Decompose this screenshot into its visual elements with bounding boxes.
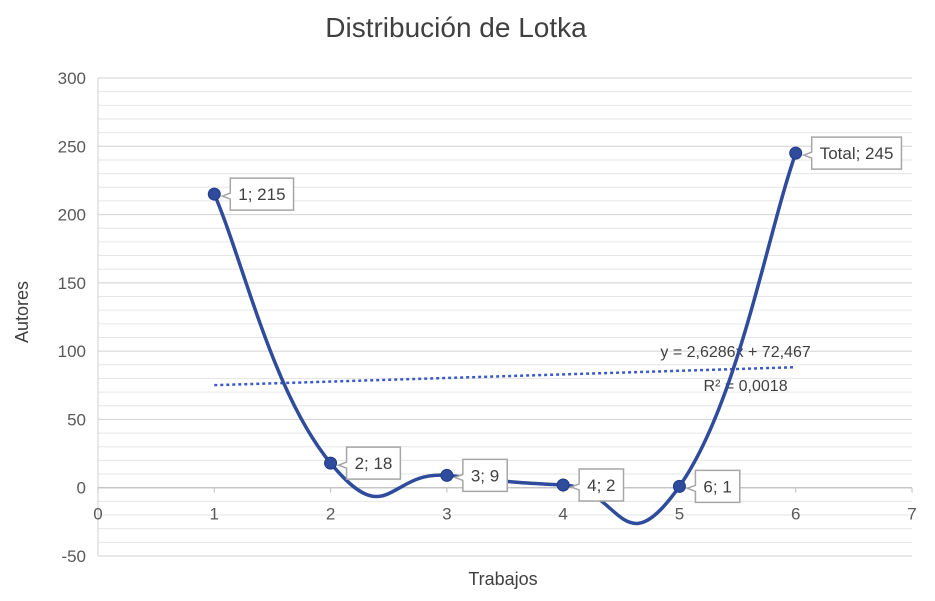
y-axis-title: Autores bbox=[12, 281, 32, 343]
data-point bbox=[556, 478, 570, 492]
axes: -50 0 50 100 150 200 250 300 0 1 2 3 4 5 6 7 bbox=[58, 69, 917, 566]
data-label: 4; 2 bbox=[569, 468, 625, 502]
y-tick-label: 250 bbox=[58, 137, 86, 156]
series-line bbox=[212, 152, 798, 526]
trendline: y = 2,6286x + 72,467 R² = 0,0018 bbox=[214, 344, 811, 395]
y-tick-label: 150 bbox=[58, 274, 86, 293]
data-label: 2; 18 bbox=[336, 446, 402, 480]
data-label-box bbox=[801, 136, 903, 170]
data-point bbox=[672, 479, 686, 493]
data-label-box bbox=[452, 458, 508, 493]
x-tick-label: 4 bbox=[558, 505, 567, 524]
data-point bbox=[207, 187, 221, 201]
data-labels: 1; 215 2; 18 3; 9 4; 2 6; 1 Total; 245 bbox=[220, 136, 903, 504]
x-tick-label: 2 bbox=[326, 505, 335, 524]
data-point bbox=[789, 146, 803, 160]
data-label-text: 1; 215 bbox=[238, 185, 285, 204]
y-tick-label: -50 bbox=[61, 547, 86, 566]
y-tick-label: 200 bbox=[58, 206, 86, 225]
data-label: 1; 215 bbox=[220, 177, 295, 211]
trendline-equation: y = 2,6286x + 72,467 bbox=[660, 344, 810, 361]
data-point bbox=[324, 456, 338, 470]
x-tick-label: 1 bbox=[210, 505, 219, 524]
x-tick-label: 5 bbox=[675, 505, 684, 524]
y-tick-label: 100 bbox=[58, 342, 86, 361]
data-label-text: Total; 245 bbox=[820, 144, 894, 163]
data-label-text: 2; 18 bbox=[355, 454, 393, 473]
x-tick-label: 3 bbox=[442, 505, 451, 524]
data-label-text: 4; 2 bbox=[587, 476, 615, 495]
x-tick-label: 0 bbox=[93, 505, 102, 524]
data-label-text: 6; 1 bbox=[703, 477, 731, 496]
data-label: 6; 1 bbox=[685, 469, 741, 504]
trendline-r2: R² = 0,0018 bbox=[704, 378, 788, 395]
data-label-text: 3; 9 bbox=[471, 466, 499, 485]
data-label: Total; 245 bbox=[801, 136, 903, 170]
data-point bbox=[440, 468, 454, 482]
data-label-box bbox=[220, 177, 295, 211]
series bbox=[207, 146, 803, 526]
chart-title: Distribución de Lotka bbox=[325, 12, 587, 43]
x-tick-label: 6 bbox=[791, 505, 800, 524]
data-label: 3; 9 bbox=[452, 458, 508, 493]
data-label-box bbox=[569, 468, 625, 502]
y-tick-label: 0 bbox=[77, 479, 86, 498]
trendline bbox=[214, 365, 796, 387]
y-tick-label: 300 bbox=[58, 69, 86, 88]
x-tick-label: 7 bbox=[907, 505, 916, 524]
y-tick-label: 50 bbox=[67, 410, 86, 429]
data-label-box bbox=[685, 469, 741, 504]
data-label-box bbox=[336, 446, 402, 480]
x-axis-title: Trabajos bbox=[468, 569, 537, 589]
